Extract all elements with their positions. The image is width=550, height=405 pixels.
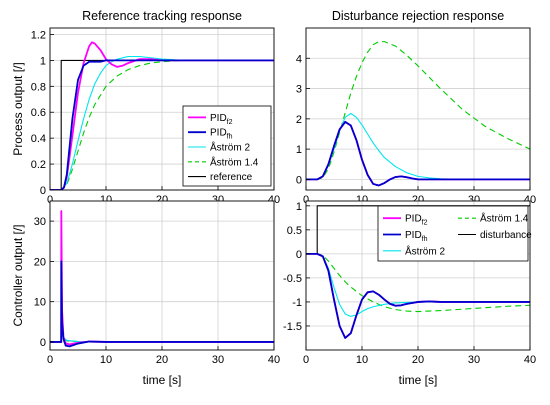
legend-label-reference: reference <box>210 172 253 183</box>
x-tick-label: 20 <box>156 354 168 366</box>
y-tick-label: 10 <box>34 297 46 309</box>
series-group <box>306 41 530 187</box>
legend-box <box>377 205 529 262</box>
legend-label-subscript: f2 <box>422 220 428 227</box>
x-tick-label: 10 <box>100 354 112 366</box>
series-line-Astrom14 <box>306 41 530 180</box>
y-tick-label: 1 <box>40 55 46 67</box>
series-line-Astrom2 <box>50 55 274 190</box>
legend-label-text: PID <box>210 113 227 124</box>
y-tick-label: 30 <box>34 216 46 228</box>
y-tick-label: 1 <box>296 201 302 213</box>
y-tick-label: 0.4 <box>31 133 46 145</box>
chart-title: Disturbance rejection response <box>332 9 504 23</box>
x-tick-label: 20 <box>412 354 424 366</box>
legend-label-Astrom2: Åström 2 <box>405 244 445 257</box>
series-line-PID_fh <box>50 59 274 190</box>
x-tick-label: 40 <box>268 354 280 366</box>
y-tick-label: 0.8 <box>31 81 46 93</box>
series-line-PID_fh <box>50 260 274 348</box>
y-tick-label: 1.2 <box>31 29 46 41</box>
series-line-PID_fh <box>306 120 530 187</box>
legend-label-text: PID <box>405 214 422 225</box>
legend-label-text: Åström 1.4 <box>480 212 529 225</box>
chart-title: Reference tracking response <box>82 9 242 23</box>
legend-label-text: Åström 2 <box>405 244 445 257</box>
y-tick-label: 0.2 <box>31 159 46 171</box>
series-line-Astrom14 <box>306 253 530 313</box>
x-tick-label: 10 <box>356 354 368 366</box>
x-tick-label: 30 <box>468 354 480 366</box>
y-tick-label: 0.5 <box>287 225 302 237</box>
y-axis-label: Controller output [/] <box>11 224 25 326</box>
y-tick-label: 1 <box>296 144 302 156</box>
y-axis-label: Process output [/] <box>11 62 25 155</box>
series-group <box>50 210 274 348</box>
legend-label-subscript: fh <box>422 236 428 243</box>
legend-label-text: PID <box>210 128 227 139</box>
y-tick-label: 2 <box>296 114 302 126</box>
x-axis-label: time [s] <box>399 373 438 387</box>
legend-box <box>182 105 272 187</box>
y-tick-label: -0.5 <box>283 273 302 285</box>
y-tick-label: 0 <box>40 337 46 349</box>
x-tick-label: 40 <box>524 354 536 366</box>
legend-label-Astrom2: Åström 2 <box>210 141 250 154</box>
legend-label-text: Åström 2 <box>210 141 250 154</box>
y-tick-label: 20 <box>34 256 46 268</box>
x-tick-label: 0 <box>303 194 309 206</box>
legend-label-text: reference <box>210 172 253 183</box>
x-tick-label: 0 <box>47 354 53 366</box>
legend-label-PID_f2: PIDf2 <box>405 214 428 227</box>
legend-label-disturbance: disturbance <box>480 230 532 241</box>
legend-label-Astrom14: Åström 1.4 <box>480 212 529 225</box>
series-group <box>306 205 530 339</box>
legend-label-PID_fh: PIDfh <box>405 230 428 243</box>
chart-panel-bl: 0 10 20 30 40 0 10 20 30 time [s] Controller outpu… <box>11 200 280 387</box>
x-tick-label: 0 <box>47 194 53 206</box>
legend-label-PID_fh: PIDfh <box>210 128 233 141</box>
y-tick-label: 0 <box>40 185 46 197</box>
x-axis-label: time [s] <box>143 373 182 387</box>
y-tick-label: -1.5 <box>283 321 302 333</box>
legend-label-subscript: f2 <box>227 119 233 126</box>
legend-label-text: disturbance <box>480 230 532 241</box>
y-tick-label: 0.6 <box>31 107 46 119</box>
legend-label-PID_f2: PIDf2 <box>210 113 233 126</box>
y-tick-label: 4 <box>296 53 302 65</box>
series-group <box>50 41 274 190</box>
y-tick-label: 3 <box>296 84 302 96</box>
legend-label-text: PID <box>405 230 422 241</box>
x-tick-label: 30 <box>212 354 224 366</box>
legend-label-subscript: fh <box>227 134 233 141</box>
legend-label-text: Åström 1.4 <box>210 155 259 168</box>
chart-panel-br: 0 10 20 30 40 -1.5 -1 -0.5 0 0.5 1 time [s] PIDf2 Åst… <box>283 200 536 387</box>
legend-label-Astrom14: Åström 1.4 <box>210 155 259 168</box>
series-line-PID_fh <box>306 252 530 339</box>
y-tick-label: -1 <box>292 297 302 309</box>
y-tick-label: 0 <box>296 174 302 186</box>
y-tick-label: 0 <box>296 249 302 261</box>
x-tick-label: 0 <box>303 354 309 366</box>
